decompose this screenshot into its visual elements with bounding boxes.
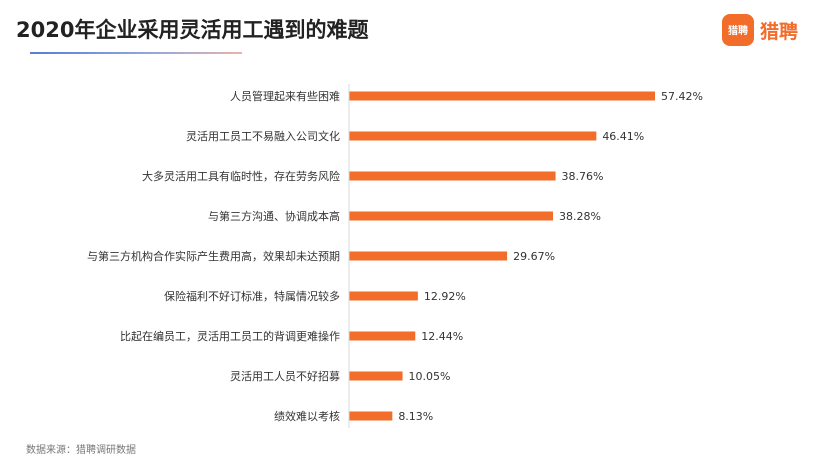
value-label: 12.44% — [421, 330, 463, 343]
value-label: 46.41% — [602, 130, 644, 143]
category-label: 比起在编员工，灵活用工员工的背调更难操作 — [120, 329, 340, 343]
bar — [349, 251, 508, 261]
bar-chart: 人员管理起来有些困难 57.42% 灵活用工员工不易融入公司文化 46.41% 大多灵活… — [87, 84, 703, 428]
value-label: 10.05% — [409, 370, 451, 383]
category-label: 保险福利不好订标准，特属情况较多 — [164, 289, 340, 303]
title-underline — [30, 52, 242, 54]
logo-badge-text: 猎聘 — [728, 24, 748, 37]
value-label: 8.13% — [398, 410, 433, 423]
logo-badge-mark: 猎聘 — [728, 24, 748, 37]
bar — [349, 211, 553, 221]
bar — [349, 371, 403, 381]
category-label: 与第三方机构合作实际产生费用高，效果却未达预期 — [87, 249, 340, 263]
brand-logo-text: 猎聘 — [760, 20, 799, 43]
category-label: 绩效难以考核 — [274, 409, 340, 423]
value-label: 57.42% — [661, 90, 703, 103]
bar — [349, 291, 418, 301]
category-label: 人员管理起来有些困难 — [230, 89, 340, 103]
chart-title: 2020年企业采用灵活用工遇到的难题 — [16, 18, 369, 42]
category-label: 灵活用工人员不好招募 — [230, 369, 340, 383]
brand-logo-icon: 猎聘 — [722, 14, 754, 46]
value-label: 29.67% — [513, 250, 555, 263]
category-label: 与第三方沟通、协调成本高 — [208, 209, 340, 223]
brand-logo: 猎聘 猎聘 — [722, 12, 798, 48]
bar — [349, 131, 597, 141]
value-label: 38.76% — [562, 170, 604, 183]
bar — [349, 171, 556, 181]
data-source-note: 数据来源：猎聘调研数据 — [26, 445, 136, 456]
value-label: 38.28% — [559, 210, 601, 223]
category-label: 灵活用工员工不易融入公司文化 — [186, 129, 340, 143]
bar — [349, 91, 655, 101]
value-label: 12.92% — [424, 290, 466, 303]
bar — [349, 331, 416, 341]
category-label: 大多灵活用工具有临时性，存在劳务风险 — [142, 169, 340, 183]
bar — [349, 411, 393, 421]
